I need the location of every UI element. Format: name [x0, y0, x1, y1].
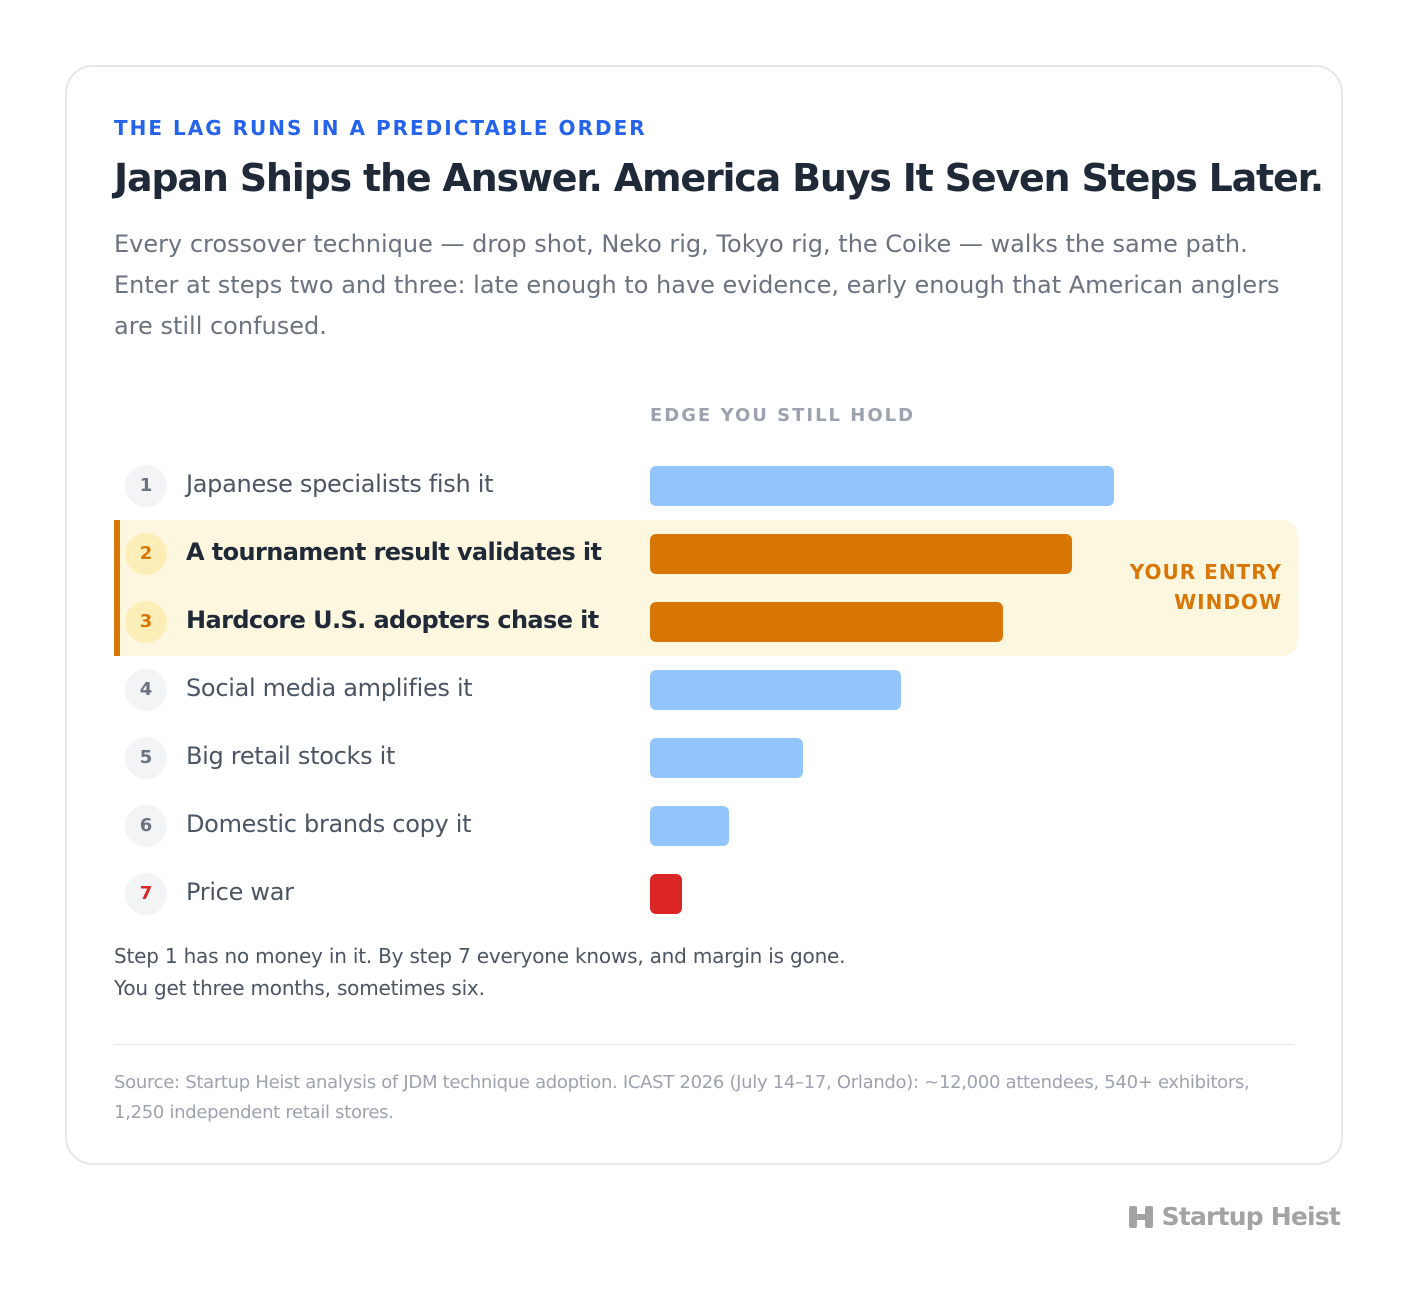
bar	[650, 806, 729, 846]
chart-row: 2 A tournament result validates it	[0, 520, 1408, 588]
brand-name: Startup Heist	[1161, 1202, 1341, 1231]
bar	[650, 738, 803, 778]
chart-row: 4 Social media amplifies it	[0, 656, 1408, 724]
step-number-badge: 7	[125, 873, 167, 915]
entry-window-label: YOUR ENTRY WINDOW	[1130, 557, 1282, 617]
step-number-badge: 1	[125, 465, 167, 507]
step-number-badge: 3	[125, 601, 167, 643]
chart-note: Step 1 has no money in it. By step 7 eve…	[114, 940, 846, 1004]
dek: Every crossover technique — drop shot, N…	[114, 230, 1280, 340]
category-label: Social media amplifies it	[186, 674, 473, 702]
step-number-badge: 6	[125, 805, 167, 847]
category-label: Price war	[186, 878, 294, 906]
eyebrow: THE LAG RUNS IN A PREDICTABLE ORDER	[114, 116, 647, 140]
entry-window-label-line2: WINDOW	[1174, 590, 1282, 614]
axis-title: EDGE YOU STILL HOLD	[650, 405, 916, 426]
step-number-badge: 2	[125, 533, 167, 575]
chart-row: 6 Domestic brands copy it	[0, 792, 1408, 860]
chart-row: 5 Big retail stocks it	[0, 724, 1408, 792]
step-number-badge: 4	[125, 669, 167, 711]
entry-window-label-line1: YOUR ENTRY	[1129, 560, 1282, 584]
bar	[650, 874, 682, 914]
chart-row: 7 Price war	[0, 860, 1408, 928]
bar	[650, 670, 901, 710]
brand: Startup Heist	[1128, 1202, 1341, 1231]
source-note: Source: Startup Heist analysis of JDM te…	[114, 1072, 1250, 1123]
category-label: Hardcore U.S. adopters chase it	[186, 606, 599, 634]
bar	[650, 602, 1003, 642]
divider	[114, 1044, 1294, 1045]
category-label: A tournament result validates it	[186, 538, 602, 566]
category-label: Domestic brands copy it	[186, 810, 472, 838]
chart-row: 1 Japanese specialists fish it	[0, 452, 1408, 520]
h-logo-icon	[1128, 1205, 1153, 1228]
chart-note-line1: Step 1 has no money in it. By step 7 eve…	[114, 944, 846, 968]
step-number-badge: 5	[125, 737, 167, 779]
chart-note-line2: You get three months, sometimes six.	[114, 976, 485, 1000]
bar	[650, 534, 1072, 574]
headline: Japan Ships the Answer. America Buys It …	[114, 156, 1324, 200]
category-label: Big retail stocks it	[186, 742, 396, 770]
category-label: Japanese specialists fish it	[186, 470, 494, 498]
bar	[650, 466, 1114, 506]
chart-row: 3 Hardcore U.S. adopters chase it	[0, 588, 1408, 656]
